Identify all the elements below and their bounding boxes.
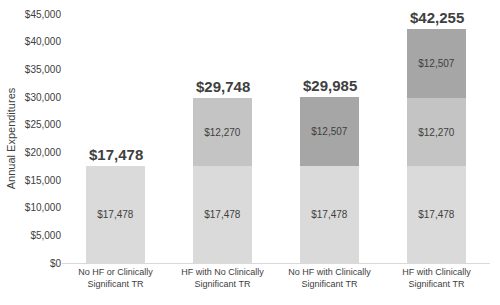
svg-text:$5,000: $5,000: [30, 230, 61, 241]
svg-text:$29,748: $29,748: [196, 78, 250, 95]
svg-text:$17,478: $17,478: [311, 209, 348, 220]
svg-text:No HF or ClinicallySignificant: No HF or ClinicallySignificant TR: [78, 267, 153, 289]
svg-text:$12,270: $12,270: [418, 127, 455, 138]
svg-text:$17,478: $17,478: [418, 209, 455, 220]
svg-text:$35,000: $35,000: [25, 64, 62, 75]
svg-text:$17,478: $17,478: [97, 209, 134, 220]
svg-text:$25,000: $25,000: [25, 119, 62, 130]
svg-text:$12,507: $12,507: [311, 126, 348, 137]
svg-text:$20,000: $20,000: [25, 147, 62, 158]
svg-text:$29,985: $29,985: [303, 77, 357, 94]
svg-text:$10,000: $10,000: [25, 202, 62, 213]
svg-text:$17,478: $17,478: [204, 209, 241, 220]
svg-text:$12,270: $12,270: [204, 127, 241, 138]
svg-text:HF with ClinicallySignificant: HF with ClinicallySignificant TR: [402, 267, 471, 289]
svg-text:$15,000: $15,000: [25, 175, 62, 186]
svg-text:$42,255: $42,255: [410, 9, 464, 26]
svg-text:$30,000: $30,000: [25, 92, 62, 103]
svg-text:Annual Expenditures: Annual Expenditures: [5, 87, 17, 189]
svg-text:$45,000: $45,000: [25, 9, 62, 20]
svg-text:$40,000: $40,000: [25, 36, 62, 47]
svg-text:No HF with ClinicallySignifica: No HF with ClinicallySignificant TR: [288, 267, 371, 289]
svg-text:$17,478: $17,478: [89, 146, 143, 163]
svg-text:HF with No ClinicallySignifica: HF with No ClinicallySignificant TR: [181, 267, 264, 289]
svg-text:$12,507: $12,507: [418, 58, 455, 69]
svg-text:$0: $0: [50, 258, 62, 269]
